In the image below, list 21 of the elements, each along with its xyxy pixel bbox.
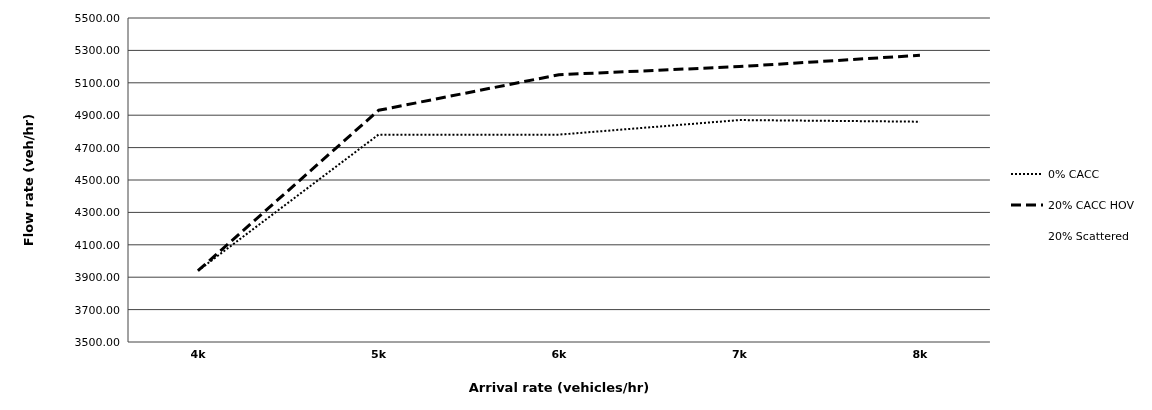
y-tick-label: 5100.00 xyxy=(74,76,120,90)
legend-label: 0% CACC xyxy=(1047,167,1100,181)
y-tick-label: 5300.00 xyxy=(74,44,120,58)
y-tick-label: 3500.00 xyxy=(74,335,120,349)
y-tick-label: 4900.00 xyxy=(74,109,120,123)
y-tick-label: 4300.00 xyxy=(74,206,120,220)
y-tick-label: 3900.00 xyxy=(74,271,120,285)
x-tick-label: 4k xyxy=(190,347,207,361)
x-tick-label: 5k xyxy=(370,347,387,361)
x-tick-label: 8k xyxy=(912,347,929,361)
y-tick-label: 4500.00 xyxy=(74,173,120,187)
x-axis-title: Arrival rate (vehicles/hr) xyxy=(468,380,650,395)
y-tick-label: 5500.00 xyxy=(74,11,120,25)
y-tick-label: 3700.00 xyxy=(74,303,120,317)
y-tick-label: 4700.00 xyxy=(74,141,120,155)
y-axis-title: Flow rate (veh/hr) xyxy=(20,113,36,247)
text: 20% Scattered xyxy=(1047,229,1130,243)
x-tick-label: 6k xyxy=(551,347,568,361)
y-tick-label: 4100.00 xyxy=(74,238,120,252)
legend-label: 20% CACC HOV xyxy=(1047,198,1134,212)
x-tick-label: 7k xyxy=(731,347,748,361)
